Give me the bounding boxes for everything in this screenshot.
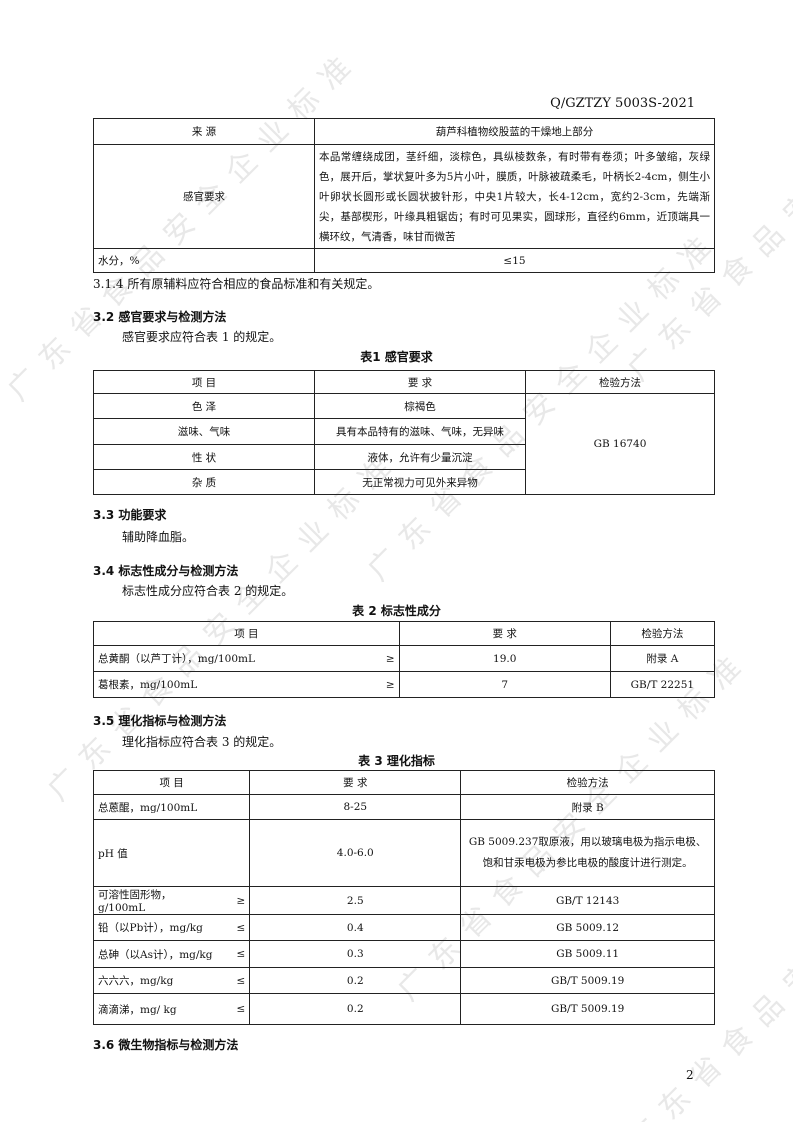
cell: 0.2 — [249, 993, 462, 1025]
section-title: 3.2 感官要求与检测方法 — [93, 310, 227, 324]
physicochemical-table: 项 目要 求检验方法 总蒽醌，mg/100mL 8-25 附录 B pH 值 4.0-… — [92, 770, 715, 1025]
cell: 来 源 — [93, 118, 315, 145]
raw-material-table: 来 源葫芦科植物绞股蓝的干燥地上部分 感官要求 本品常缠绕成团，茎纤细，淡棕色，具… — [93, 118, 715, 273]
cell: 本品常缠绕成团，茎纤细，淡棕色，具纵棱数条，有时带有卷须；叶多皱缩，灰绿色，展开… — [314, 144, 715, 249]
cell: GB/T 5009.19 — [460, 993, 715, 1025]
cell: 葛根素，mg/100mL — [92, 671, 371, 698]
cell: GB 5009.237取原液，用以玻璃电极为指示电极、饱和甘汞电极为参比电极的酸… — [460, 819, 715, 887]
cell: 感官要求 — [93, 144, 315, 249]
header-cell: 检验方法 — [609, 621, 716, 646]
section-text: 辅助降血脂。 — [122, 530, 195, 544]
cell — [221, 794, 251, 820]
cell: ≤ — [221, 967, 251, 994]
cell: 可溶性固形物，g/100mL — [93, 886, 222, 915]
document-code: Q/GZTZY 5003S-2021 — [550, 96, 695, 111]
cell: ≤ — [221, 993, 251, 1025]
cell: 0.4 — [249, 914, 462, 941]
cell: 液体，允许有少量沉淀 — [314, 444, 526, 470]
cell: GB/T 22251 — [609, 671, 716, 698]
cell: GB 5009.12 — [460, 914, 715, 941]
cell: 棕褐色 — [314, 393, 526, 419]
cell: 无正常视力可见外来异物 — [314, 469, 526, 495]
cell: 7 — [398, 671, 611, 698]
table-caption: 表 2 标志性成分 — [352, 604, 441, 618]
cell: 0.3 — [249, 940, 462, 968]
section-text: 理化指标应符合表 3 的规定。 — [122, 735, 282, 749]
cell: 8-25 — [249, 794, 462, 820]
cell: 具有本品特有的滋味、气味，无异味 — [314, 418, 526, 445]
cell: 水分，% — [93, 248, 315, 273]
cell: 19.0 — [398, 645, 611, 672]
cell: 色 泽 — [93, 393, 315, 419]
cell: ≤ — [221, 940, 251, 968]
cell: 总砷（以As计），mg/kg — [93, 940, 222, 968]
header-cell: 要 求 — [249, 770, 462, 795]
header-cell: 要 求 — [398, 621, 611, 646]
cell: GB 16740 — [525, 393, 715, 495]
section-title: 3.5 理化指标与检测方法 — [93, 714, 227, 728]
cell: ≥ — [370, 645, 400, 672]
cell: ≤ — [221, 914, 251, 941]
cell: 附录 A — [609, 645, 716, 672]
cell: 附录 B — [460, 794, 715, 820]
header-cell: 检验方法 — [460, 770, 715, 795]
section-text: 标志性成分应符合表 2 的规定。 — [122, 584, 294, 598]
section-text: 感官要求应符合表 1 的规定。 — [122, 330, 282, 344]
cell: GB/T 5009.19 — [460, 967, 715, 994]
header-cell: 检验方法 — [525, 370, 715, 394]
section-title: 3.3 功能要求 — [93, 508, 167, 522]
header-cell: 要 求 — [314, 370, 526, 394]
cell: 六六六，mg/kg — [93, 967, 222, 994]
cell: GB 5009.11 — [460, 940, 715, 968]
cell: GB/T 12143 — [460, 886, 715, 915]
page-number: 2 — [686, 1068, 694, 1082]
cell: ≤15 — [314, 248, 715, 273]
section-title: 3.6 微生物指标与检测方法 — [93, 1038, 239, 1052]
section-title: 3.4 标志性成分与检测方法 — [93, 564, 239, 578]
cell: 杂 质 — [93, 469, 315, 495]
marker-table: 项 目要 求检验方法 总黄酮（以芦丁计），mg/100mL ≥19.0 附录 A 葛… — [92, 621, 716, 698]
cell: 葫芦科植物绞股蓝的干燥地上部分 — [314, 118, 715, 145]
sensory-table: 项 目要 求检验方法 色 泽棕褐色 GB 16740 滋味、气味 具有本品特有的滋味… — [93, 370, 715, 495]
cell: ≥ — [370, 671, 400, 698]
cell: ≥ — [221, 886, 251, 915]
cell: 铅（以Pb计），mg/kg — [93, 914, 222, 941]
cell: 滴滴涕，mg/ kg — [93, 993, 222, 1025]
cell: 总黄酮（以芦丁计），mg/100mL — [92, 645, 371, 672]
table-caption: 表 3 理化指标 — [358, 754, 435, 768]
cell: 4.0-6.0 — [249, 819, 462, 887]
cell: 2.5 — [249, 886, 462, 915]
header-cell: 项 目 — [93, 621, 400, 646]
cell: 滋味、气味 — [93, 418, 315, 445]
header-cell: 项 目 — [93, 370, 315, 394]
cell: 0.2 — [249, 967, 462, 994]
table-caption: 表1 感官要求 — [360, 350, 433, 364]
cell: 总蒽醌，mg/100mL — [93, 794, 222, 820]
header-cell: 项 目 — [92, 770, 251, 795]
cell: pH 值 — [93, 819, 222, 887]
cell — [221, 819, 251, 887]
clause-3-1-4: 3.1.4 所有原辅料应符合相应的食品标准和有关规定。 — [93, 277, 380, 291]
cell: 性 状 — [93, 444, 315, 470]
